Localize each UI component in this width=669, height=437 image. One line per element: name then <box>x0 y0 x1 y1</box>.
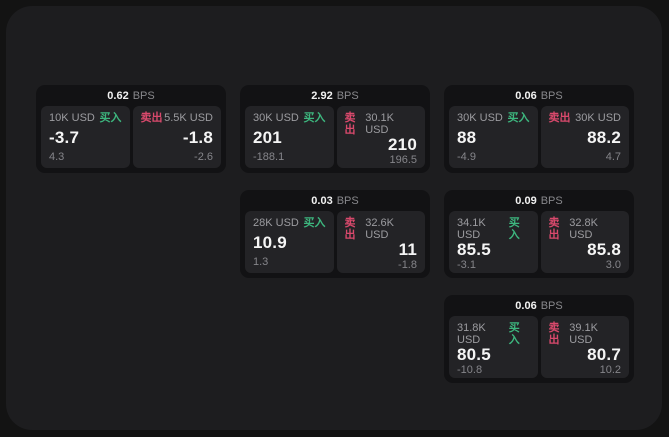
sell-delta: 196.5 <box>389 154 417 166</box>
sell-delta: -2.6 <box>194 151 213 163</box>
buy-price: 88 <box>457 127 477 147</box>
quote-card: 0.62 BPS 10K USD 买入 -3.7 4.3 卖出 5.5K USD… <box>36 85 226 173</box>
buy-side-label: 买入 <box>508 217 520 241</box>
card-header: 0.06 BPS <box>444 295 634 316</box>
buy-price: 201 <box>253 127 282 147</box>
bps-label: BPS <box>336 89 359 102</box>
card-body: 30K USD 买入 88 -4.9 卖出 30K USD 88.2 4.7 <box>449 106 629 168</box>
buy-side-label: 买入 <box>303 217 326 229</box>
bps-value: 0.06 <box>515 299 537 312</box>
card-body: 28K USD 买入 10.9 1.3 卖出 32.6K USD 11 -1.8 <box>245 211 425 273</box>
sell-price: 11 <box>398 240 417 259</box>
card-body: 30K USD 买入 201 -188.1 卖出 30.1K USD 210 1… <box>245 106 425 168</box>
sell-tile[interactable]: 卖出 39.1K USD 80.7 10.2 <box>540 316 629 378</box>
sell-delta: 4.7 <box>605 151 621 163</box>
buy-delta: 4.3 <box>49 151 65 163</box>
buy-tile[interactable]: 34.1K USD 买入 85.5 -3.1 <box>449 211 538 273</box>
sell-price: 88.2 <box>587 127 621 147</box>
card-body: 10K USD 买入 -3.7 4.3 卖出 5.5K USD -1.8 -2.… <box>41 106 221 168</box>
sell-side-label: 卖出 <box>548 322 560 346</box>
sell-tile[interactable]: 卖出 32.6K USD 11 -1.8 <box>336 211 425 273</box>
buy-tile[interactable]: 31.8K USD 买入 80.5 -10.8 <box>449 316 538 378</box>
buy-price: -3.7 <box>49 127 80 147</box>
bps-value: 0.06 <box>515 89 537 102</box>
bps-label: BPS <box>540 299 563 312</box>
sell-amount: 39.1K USD <box>569 322 598 346</box>
sell-amount: 32.8K USD <box>569 217 598 241</box>
card-header: 2.92 BPS <box>240 85 430 106</box>
card-header: 0.03 BPS <box>240 190 430 211</box>
buy-tile[interactable]: 30K USD 买入 201 -188.1 <box>245 106 334 168</box>
sell-side-label: 卖出 <box>140 112 163 124</box>
quotes-panel: 0.62 BPS 10K USD 买入 -3.7 4.3 卖出 5.5K USD… <box>6 6 662 430</box>
sell-side-label: 卖出 <box>344 112 356 136</box>
sell-delta: 3.0 <box>605 259 621 271</box>
sell-delta: -1.8 <box>398 259 417 271</box>
buy-delta: -10.8 <box>457 364 483 376</box>
quote-card: 0.06 BPS 31.8K USD 买入 80.5 -10.8 卖出 39.1… <box>444 295 634 383</box>
buy-amount: 31.8K USD <box>457 322 486 346</box>
bps-label: BPS <box>336 194 359 207</box>
buy-amount: 30K USD <box>457 112 503 124</box>
bps-value: 2.92 <box>311 89 333 102</box>
quote-card: 0.09 BPS 34.1K USD 买入 85.5 -3.1 卖出 32.8K… <box>444 190 634 278</box>
sell-tile[interactable]: 卖出 32.8K USD 85.8 3.0 <box>540 211 629 273</box>
buy-side-label: 买入 <box>99 112 122 124</box>
sell-price: 80.7 <box>587 345 621 364</box>
sell-delta: 10.2 <box>599 364 621 376</box>
sell-amount: 30.1K USD <box>365 112 394 136</box>
sell-price: 85.8 <box>587 240 621 259</box>
card-header: 0.62 BPS <box>36 85 226 106</box>
sell-side-label: 卖出 <box>548 112 571 124</box>
buy-amount: 10K USD <box>49 112 95 124</box>
buy-amount: 34.1K USD <box>457 217 486 241</box>
bps-label: BPS <box>132 89 155 102</box>
sell-tile[interactable]: 卖出 5.5K USD -1.8 -2.6 <box>132 106 221 168</box>
sell-amount: 30K USD <box>575 112 621 124</box>
quote-card: 0.06 BPS 30K USD 买入 88 -4.9 卖出 30K USD 8… <box>444 85 634 173</box>
buy-amount: 28K USD <box>253 217 299 229</box>
sell-amount: 32.6K USD <box>365 217 394 241</box>
sell-amount: 5.5K USD <box>164 112 213 124</box>
buy-amount: 30K USD <box>253 112 299 124</box>
buy-side-label: 买入 <box>303 112 326 124</box>
quote-card: 0.03 BPS 28K USD 买入 10.9 1.3 卖出 32.6K US… <box>240 190 430 278</box>
buy-delta: -4.9 <box>457 151 476 163</box>
sell-tile[interactable]: 卖出 30.1K USD 210 196.5 <box>336 106 425 168</box>
card-header: 0.06 BPS <box>444 85 634 106</box>
bps-value: 0.03 <box>311 194 333 207</box>
bps-value: 0.09 <box>515 194 537 207</box>
bps-label: BPS <box>540 89 563 102</box>
buy-delta: -3.1 <box>457 259 476 271</box>
buy-side-label: 买入 <box>508 322 520 346</box>
sell-side-label: 卖出 <box>548 217 560 241</box>
buy-tile[interactable]: 30K USD 买入 88 -4.9 <box>449 106 538 168</box>
bps-label: BPS <box>540 194 563 207</box>
sell-side-label: 卖出 <box>344 217 356 241</box>
buy-tile[interactable]: 10K USD 买入 -3.7 4.3 <box>41 106 130 168</box>
buy-delta: -188.1 <box>253 151 285 163</box>
buy-price: 85.5 <box>457 240 491 259</box>
buy-tile[interactable]: 28K USD 买入 10.9 1.3 <box>245 211 334 273</box>
sell-tile[interactable]: 卖出 30K USD 88.2 4.7 <box>540 106 629 168</box>
card-body: 34.1K USD 买入 85.5 -3.1 卖出 32.8K USD 85.8… <box>449 211 629 273</box>
quote-card: 2.92 BPS 30K USD 买入 201 -188.1 卖出 30.1K … <box>240 85 430 173</box>
buy-side-label: 买入 <box>507 112 530 124</box>
sell-price: -1.8 <box>182 127 213 147</box>
card-header: 0.09 BPS <box>444 190 634 211</box>
buy-price: 80.5 <box>457 345 491 364</box>
card-body: 31.8K USD 买入 80.5 -10.8 卖出 39.1K USD 80.… <box>449 316 629 378</box>
buy-price: 10.9 <box>253 232 287 252</box>
bps-value: 0.62 <box>107 89 129 102</box>
sell-price: 210 <box>388 135 417 154</box>
buy-delta: 1.3 <box>253 256 269 268</box>
